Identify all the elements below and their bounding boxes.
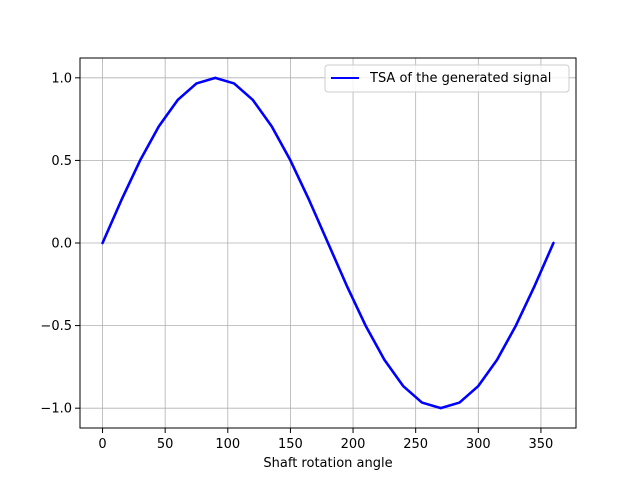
y-tick-label: −0.5 [40, 319, 72, 334]
x-tick-label: 300 [466, 437, 491, 452]
y-tick-label: 0.0 [51, 237, 72, 252]
x-axis-label: Shaft rotation angle [263, 456, 392, 471]
axis-ticks: 0 50 100 150 200 250 300 350 −1.0 −0.5 0.0 0.5 1.0 [40, 71, 553, 452]
x-tick-label: 350 [529, 437, 554, 452]
legend-box [324, 64, 570, 93]
y-tick-label: −1.0 [40, 402, 72, 417]
x-tick-label: 250 [403, 437, 428, 452]
legend: TSA of the generated signal [324, 64, 570, 93]
x-tick-label: 50 [157, 437, 174, 452]
y-tick-label: 0.5 [51, 154, 72, 169]
legend-entry-label: TSA of the generated signal [369, 71, 551, 86]
x-tick-label: 150 [278, 437, 303, 452]
y-tick-label: 1.0 [51, 71, 72, 86]
series-line [101, 76, 555, 410]
x-tick-label: 200 [341, 437, 366, 452]
x-tick-label: 100 [215, 437, 240, 452]
series-layer [101, 76, 555, 410]
x-tick-label: 0 [98, 437, 106, 452]
